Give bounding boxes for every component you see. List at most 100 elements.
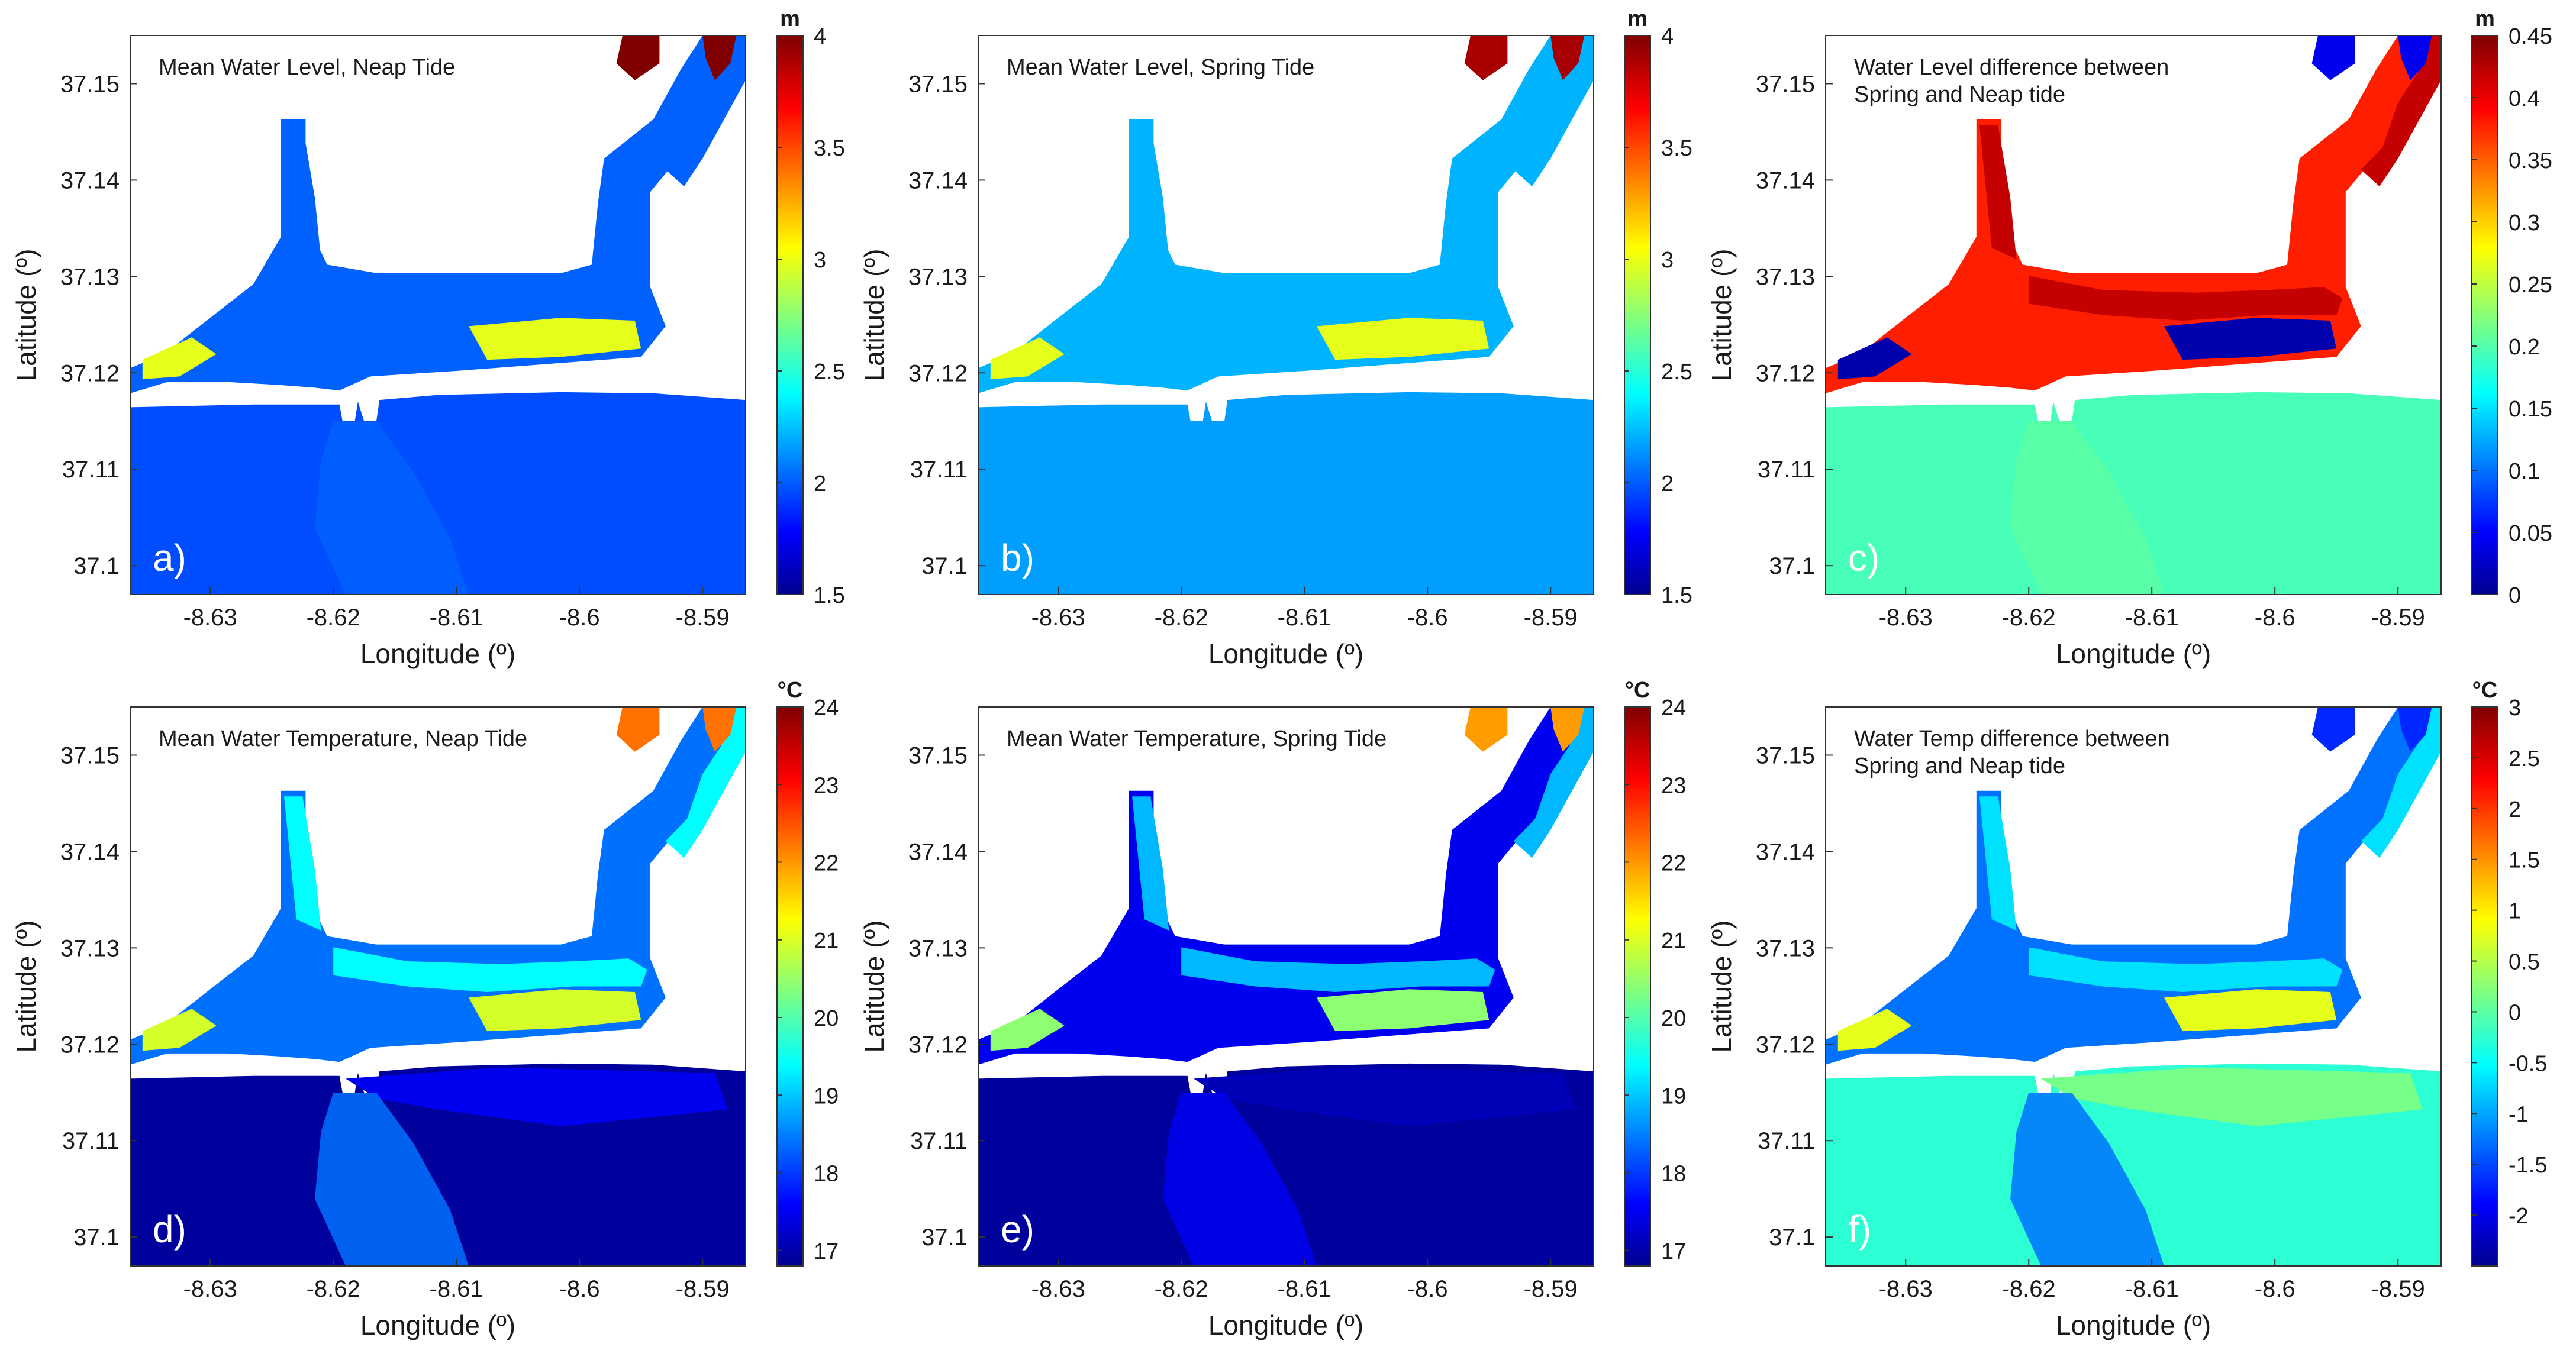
west-flat-field (990, 337, 1065, 380)
y-tick-label: 37.11 (1758, 457, 1815, 483)
x-tick-label: -8.62 (1155, 1276, 1208, 1302)
ne-arm-field (665, 707, 746, 858)
y-tick-label: 37.13 (908, 264, 968, 290)
y-tick-label: 37.12 (908, 1032, 968, 1058)
x-tick-label: -8.61 (2125, 605, 2179, 631)
x-tick-label: -8.62 (2002, 1276, 2056, 1302)
chart-title: Water Level difference between (1854, 55, 2169, 80)
west-flat-field (1837, 337, 1912, 380)
ocean-nearshore-field (1194, 1067, 1575, 1126)
y-tick-label: 37.14 (1756, 167, 1815, 193)
y-axis-label: Latitude (º) (1706, 920, 1737, 1053)
x-axis-label: Longitude (º) (2056, 638, 2211, 669)
nw-channel-field (1132, 125, 1169, 259)
panel-label: d) (153, 1208, 186, 1251)
main-channel-field (1181, 947, 1495, 992)
y-tick-label: 37.11 (910, 1128, 968, 1154)
y-tick-label: 37.12 (60, 360, 120, 386)
x-tick-label: -8.6 (2255, 1276, 2295, 1302)
y-tick-label: 37.12 (908, 360, 968, 386)
chart-title: Water Temp difference between (1854, 726, 2170, 751)
y-tick-label: 37.15 (60, 71, 120, 97)
y-axis-label: Latitude (º) (11, 920, 41, 1053)
upper-ne-field (702, 707, 737, 752)
inlet-plume-field (1163, 1093, 1317, 1266)
colorbar-tick-label: 0.05 (2509, 521, 2552, 546)
tidal-flat-field (1317, 989, 1489, 1032)
colorbar-tick-label: 3 (2509, 696, 2521, 721)
colorbar-unit: m (780, 7, 800, 31)
colorbar-tick-label: 18 (814, 1162, 839, 1187)
x-tick-label: -8.59 (2371, 1276, 2425, 1302)
y-tick-label: 37.13 (60, 264, 120, 290)
colorbar-tick-label: 4 (814, 24, 826, 49)
tidal-flat-field (2164, 989, 2337, 1032)
colorbar-tick-label: 2 (1661, 471, 1674, 496)
upper-channel-field (616, 707, 660, 752)
x-tick-label: -8.6 (2255, 605, 2295, 631)
x-tick-label: -8.63 (183, 605, 237, 631)
colorbar-tick-label: 0.45 (2509, 24, 2552, 49)
colorbar-tick-label: 20 (814, 1006, 839, 1031)
colorbar-tick-label: 2 (814, 471, 826, 496)
x-tick-label: -8.59 (2371, 605, 2425, 631)
colorbar-tick-label: 3.5 (814, 136, 845, 161)
y-tick-label: 37.14 (1756, 839, 1815, 865)
chart-panel-6: Water Temp difference between Spring and … (1706, 678, 2547, 1340)
colorbar-unit: °C (2472, 678, 2498, 703)
y-tick-label: 37.1 (1769, 553, 1815, 579)
y-tick-label: 37.14 (60, 839, 120, 865)
x-tick-label: -8.6 (559, 605, 600, 631)
x-tick-label: -8.59 (676, 605, 730, 631)
main-channel-field (1181, 276, 1495, 321)
colorbar-tick-label: -0.5 (2509, 1051, 2547, 1076)
ne-arm-field (1513, 707, 1594, 858)
colorbar-unit: °C (1625, 678, 1650, 703)
colorbar-tick-label: 3 (814, 248, 826, 273)
x-tick-label: -8.62 (2002, 605, 2056, 631)
panel-label: e) (1001, 1208, 1034, 1251)
colorbar-tick-label: 22 (814, 851, 839, 876)
inlet-plume-field (1163, 421, 1317, 595)
y-axis-label: Latitude (º) (859, 249, 889, 382)
colorbar-tick-label: 0.4 (2509, 86, 2540, 111)
y-tick-label: 37.1 (73, 553, 120, 579)
main-channel-field (333, 947, 647, 992)
y-tick-label: 37.11 (62, 1128, 120, 1154)
colorbar-tick-label: 22 (1661, 851, 1686, 876)
colorbar-tick-label: 1 (2509, 899, 2521, 924)
y-tick-label: 37.1 (921, 1225, 968, 1251)
inlet-plume-field (315, 421, 469, 595)
colorbar (2471, 706, 2498, 1267)
x-tick-label: -8.6 (559, 1276, 600, 1302)
x-tick-label: -8.63 (1031, 605, 1085, 631)
upper-ne-field (1550, 35, 1585, 80)
y-tick-label: 37.13 (60, 935, 120, 961)
x-tick-label: -8.63 (1879, 1276, 1933, 1302)
colorbar-tick-label: 2.5 (2509, 747, 2540, 771)
x-axis-label: Longitude (º) (360, 1310, 515, 1340)
ocean-field (978, 392, 1594, 595)
colorbar-tick-label: 1.5 (814, 583, 845, 608)
y-axis-label: Latitude (º) (859, 920, 889, 1053)
colorbar-tick-label: 0.1 (2509, 459, 2540, 484)
inlet-plume-field (315, 1093, 469, 1266)
colorbar-tick-label: 2.5 (814, 360, 845, 385)
y-axis-label: Latitude (º) (1706, 249, 1737, 382)
y-tick-label: 37.14 (908, 167, 968, 193)
colorbar-tick-label: -1 (2509, 1102, 2529, 1127)
ne-arm-field (2361, 35, 2441, 187)
main-channel-field (333, 276, 647, 321)
colorbar-tick-label: 2.5 (1661, 360, 1692, 385)
y-tick-label: 37.15 (1756, 71, 1815, 97)
colorbar-unit: m (1627, 7, 1648, 31)
y-tick-label: 37.11 (910, 457, 968, 483)
ocean-nearshore-field (346, 1067, 727, 1126)
y-axis-label: Latitude (º) (11, 249, 41, 382)
main-channel-field (2029, 947, 2343, 992)
chart-panel-5: Mean Water Temperature, Spring Tide e) -8.… (859, 678, 1686, 1340)
y-tick-label: 37.15 (1756, 742, 1815, 768)
chart-title: Spring and Neap tide (1854, 82, 2065, 107)
x-tick-label: -8.62 (307, 605, 360, 631)
colorbar-tick-label: 0 (2509, 1000, 2521, 1025)
